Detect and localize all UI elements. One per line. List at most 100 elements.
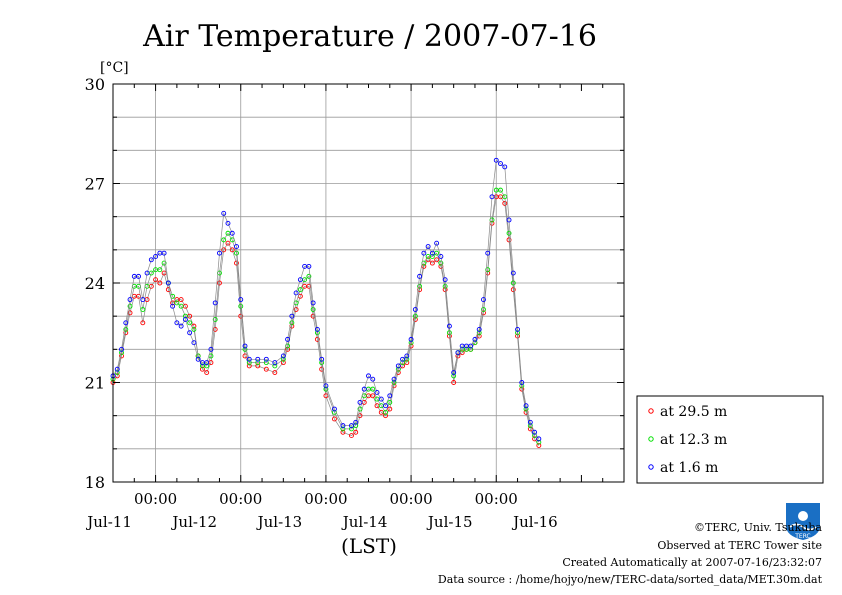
data-point [331, 416, 337, 422]
data-point [429, 254, 435, 259]
data-point [306, 273, 312, 279]
data-point [212, 300, 218, 306]
data-point [417, 273, 423, 279]
data-point [421, 250, 427, 256]
data-point [404, 353, 410, 359]
data-point [263, 366, 269, 372]
data-point [434, 257, 440, 263]
data-point [527, 419, 533, 425]
data-point [297, 287, 303, 293]
data-point [187, 330, 193, 336]
data-point [429, 260, 435, 266]
data-point [506, 230, 512, 236]
data-point [391, 380, 397, 385]
data-point [532, 429, 538, 435]
data-point [502, 200, 508, 206]
data-point [272, 360, 278, 366]
data-point [136, 273, 142, 279]
data-point [182, 317, 188, 322]
data-point [536, 439, 542, 445]
y-tick-label: 24 [85, 274, 105, 293]
data-point [468, 346, 474, 352]
data-point [127, 297, 133, 303]
data-point [199, 366, 205, 372]
series-3 [110, 157, 542, 442]
data-point [523, 406, 529, 412]
data-point [366, 373, 371, 379]
data-point [221, 210, 227, 216]
data-point [225, 240, 231, 246]
data-point [357, 399, 363, 405]
y-tick-label: 27 [85, 175, 105, 194]
data-point [412, 307, 418, 312]
data-point [455, 350, 461, 356]
data-point [357, 406, 363, 412]
x-tick-label-time: 00:00 [134, 490, 177, 508]
data-point [153, 277, 159, 283]
data-point [510, 280, 516, 286]
data-point [340, 429, 346, 435]
data-point [319, 356, 325, 362]
data-point [157, 280, 163, 286]
data-point [502, 164, 508, 170]
data-point [246, 356, 252, 362]
data-point [182, 313, 188, 319]
legend-marker [648, 464, 654, 470]
data-point [314, 326, 320, 332]
data-point [446, 323, 452, 329]
data-point [481, 307, 486, 312]
terc-logo: TERC [786, 503, 820, 540]
legend-label: at 29.5 m [660, 404, 727, 420]
data-point [391, 376, 397, 382]
data-point [383, 403, 388, 409]
data-point [212, 326, 218, 332]
data-point [383, 409, 388, 415]
copyright-text: ©TERC, Univ. Tsukuba [694, 521, 822, 534]
data-point [280, 360, 286, 366]
data-point [242, 346, 248, 352]
data-point [438, 254, 444, 259]
x-tick-label-time: 00:00 [389, 490, 432, 508]
data-point [442, 283, 448, 289]
data-point [263, 360, 269, 366]
series-group [110, 157, 542, 448]
data-point [383, 413, 388, 419]
data-point [161, 250, 167, 256]
created-text: Created Automatically at 2007-07-16/23:3… [562, 556, 822, 569]
data-point [510, 270, 516, 276]
data-point [234, 260, 239, 266]
data-point [374, 390, 380, 395]
data-point [395, 366, 401, 372]
data-point [263, 356, 269, 362]
legend: at 29.5 m at 12.3 m at 1.6 m [636, 395, 824, 484]
data-point [204, 360, 210, 366]
legend-items: at 29.5 m at 12.3 m at 1.6 m [648, 404, 727, 476]
data-point [144, 270, 150, 276]
y-tick-label: 18 [85, 473, 105, 492]
legend-label: at 12.3 m [660, 432, 727, 448]
data-point [370, 386, 376, 392]
data-point [238, 303, 244, 309]
data-point [378, 396, 384, 402]
data-point [515, 326, 520, 332]
series-line [112, 159, 540, 440]
data-point [527, 423, 533, 429]
legend-marker [648, 436, 654, 442]
data-point [472, 336, 478, 342]
data-point [174, 300, 180, 306]
data-point [323, 393, 329, 399]
x-tick-label-day: Jul-15 [426, 513, 473, 531]
data-point [498, 187, 503, 193]
data-point [242, 343, 248, 349]
data-point [191, 326, 197, 332]
data-point [349, 433, 354, 439]
x-tick-label-time: 00:00 [304, 490, 347, 508]
data-point [370, 393, 376, 399]
data-point [417, 283, 423, 289]
data-point [234, 250, 239, 256]
data-point [485, 267, 491, 273]
data-point [489, 194, 495, 200]
data-point [140, 297, 146, 303]
